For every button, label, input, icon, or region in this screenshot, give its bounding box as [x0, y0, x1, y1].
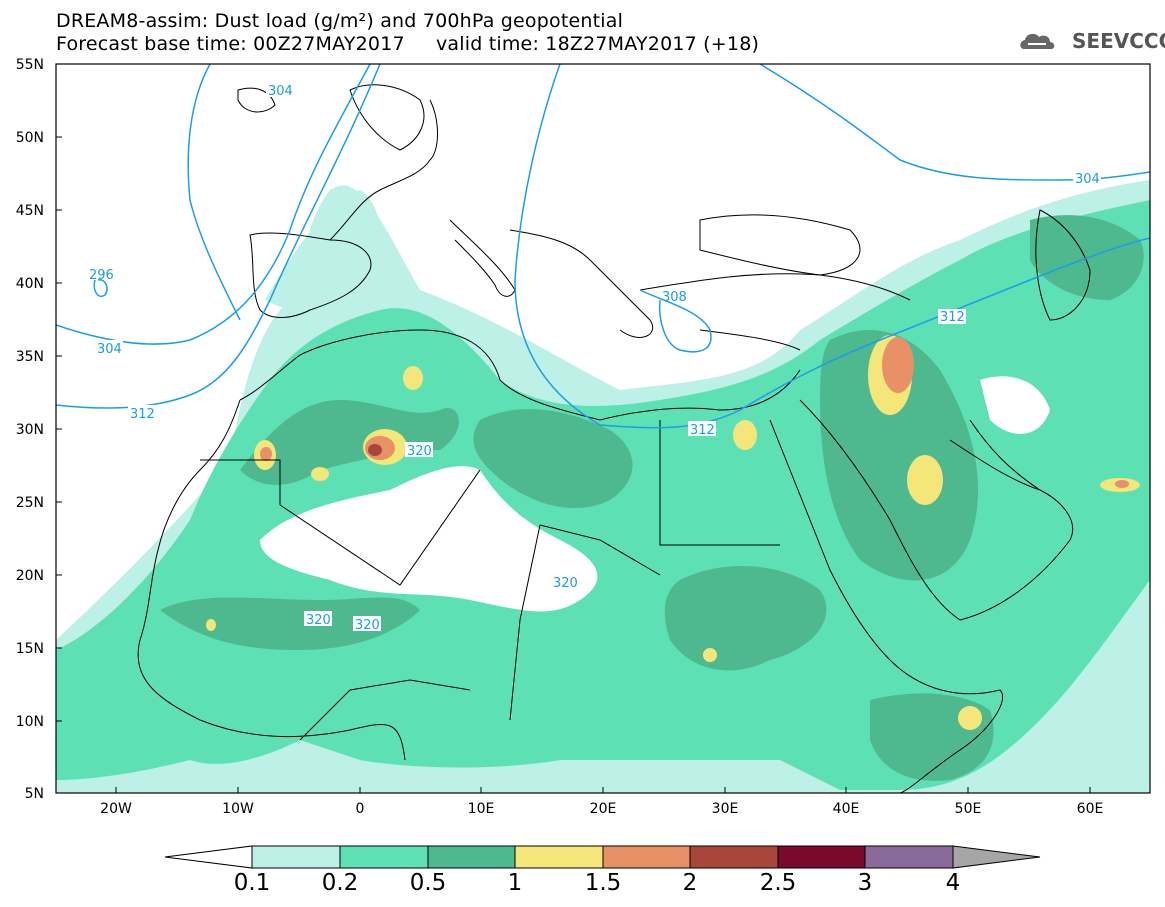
contour-304-east	[759, 64, 1150, 181]
lon-label: 20W	[100, 801, 132, 817]
colorbar-label: 2	[682, 870, 698, 896]
dust-region-0-5d	[664, 566, 827, 671]
contour-label: 308	[662, 290, 687, 305]
colorbar-label: 1	[507, 870, 523, 896]
dust-hotspot-orange-4	[1115, 480, 1129, 488]
lon-label: 10W	[222, 801, 254, 817]
contour-label: 304	[1075, 172, 1100, 187]
lon-label: 30E	[711, 801, 739, 817]
colorbar-arrow-left	[164, 845, 253, 869]
dust-hotspot-red-1	[368, 444, 382, 456]
lat-label: 25N	[15, 495, 44, 511]
contour-label: 312	[940, 310, 965, 325]
dust-region-0-5b	[160, 597, 420, 650]
contour-label: 312	[130, 407, 155, 422]
dust-shading	[56, 180, 1150, 793]
colorbar-arrow-right	[952, 845, 1041, 869]
cloud-icon	[1020, 33, 1055, 49]
colorbar-swatch	[602, 845, 691, 869]
contour-label: 304	[97, 342, 122, 357]
colorbar-label: 4	[945, 870, 961, 896]
contour-304-nw	[187, 64, 241, 321]
lat-label: 50N	[15, 130, 44, 146]
colorbar-swatch	[514, 845, 604, 869]
contour-label: 304	[268, 84, 293, 99]
map-subtitle: Forecast base time: 00Z27MAY2017 valid t…	[56, 33, 760, 55]
colorbar-label: 1.5	[584, 870, 622, 896]
colorbar-swatch	[864, 845, 954, 869]
logo-text: SEEVCCC	[1072, 29, 1165, 53]
lat-label: 10N	[15, 714, 44, 730]
colorbar-label: 3	[857, 870, 873, 896]
contour-label: 312	[690, 423, 715, 438]
lat-label: 40N	[15, 276, 44, 292]
lat-label: 35N	[15, 349, 44, 365]
lat-label: 5N	[24, 786, 44, 802]
lon-label: 20E	[589, 801, 617, 817]
colorbar-label: 0.1	[233, 870, 271, 896]
contour-label: 296	[89, 268, 114, 283]
dust-free-arabia	[980, 376, 1050, 434]
dust-region-0-1b	[265, 190, 384, 311]
contour-304-west	[56, 64, 371, 345]
dust-hotspot-orange-2	[882, 337, 914, 393]
colorbar-swatch	[251, 845, 341, 869]
lat-label: 15N	[15, 641, 44, 657]
colorbar-label: 2.5	[759, 870, 797, 896]
lon-label: 0	[355, 801, 365, 817]
dust-hotspot-11	[206, 619, 216, 631]
lat-label: 45N	[15, 203, 44, 219]
contour-296	[93, 279, 108, 297]
map-title: DREAM8-assim: Dust load (g/m²) and 700hP…	[56, 10, 624, 32]
colorbar-swatch	[689, 845, 779, 869]
contour-label: 320	[407, 444, 432, 459]
dust-region-0-5e	[820, 330, 979, 581]
lat-label: 20N	[15, 568, 44, 584]
lon-label: 60E	[1076, 801, 1104, 817]
colorbar-label: 0.2	[321, 870, 359, 896]
dust-hotspot-6	[907, 455, 943, 505]
dust-hotspot-2	[403, 366, 423, 390]
dust-region-0-5c	[473, 409, 633, 509]
dust-hotspot-9	[958, 706, 982, 730]
contour-label: 320	[355, 618, 380, 633]
contour-labels: 304 296 304 312 304 312 312 308 320 320 …	[89, 82, 1101, 633]
axis-ticks	[56, 63, 1091, 793]
contour-label: 320	[306, 613, 331, 628]
dust-hotspot-orange-3	[260, 447, 272, 461]
colorbar-swatch	[427, 845, 516, 869]
dust-hotspot-4	[311, 467, 329, 481]
colorbar-label: 0.5	[409, 870, 447, 896]
logo	[1020, 33, 1055, 49]
dust-free-sahara	[260, 466, 598, 612]
contour-308-greece	[639, 289, 712, 353]
lon-label: 50E	[954, 801, 982, 817]
dust-hotspot-8	[703, 648, 717, 662]
coastlines	[137, 84, 1091, 793]
colorbar-swatch	[339, 845, 429, 869]
lat-label: 55N	[15, 57, 44, 73]
contour-label: 320	[553, 576, 578, 591]
dust-hotspot-7	[733, 420, 757, 450]
lat-label: 30N	[15, 422, 44, 438]
lon-label: 10E	[467, 801, 495, 817]
colorbar	[164, 845, 1041, 869]
colorbar-swatch	[777, 845, 866, 869]
contour-312-central	[514, 64, 1150, 429]
lon-label: 40E	[832, 801, 860, 817]
dust-region-0-5a	[240, 400, 459, 485]
